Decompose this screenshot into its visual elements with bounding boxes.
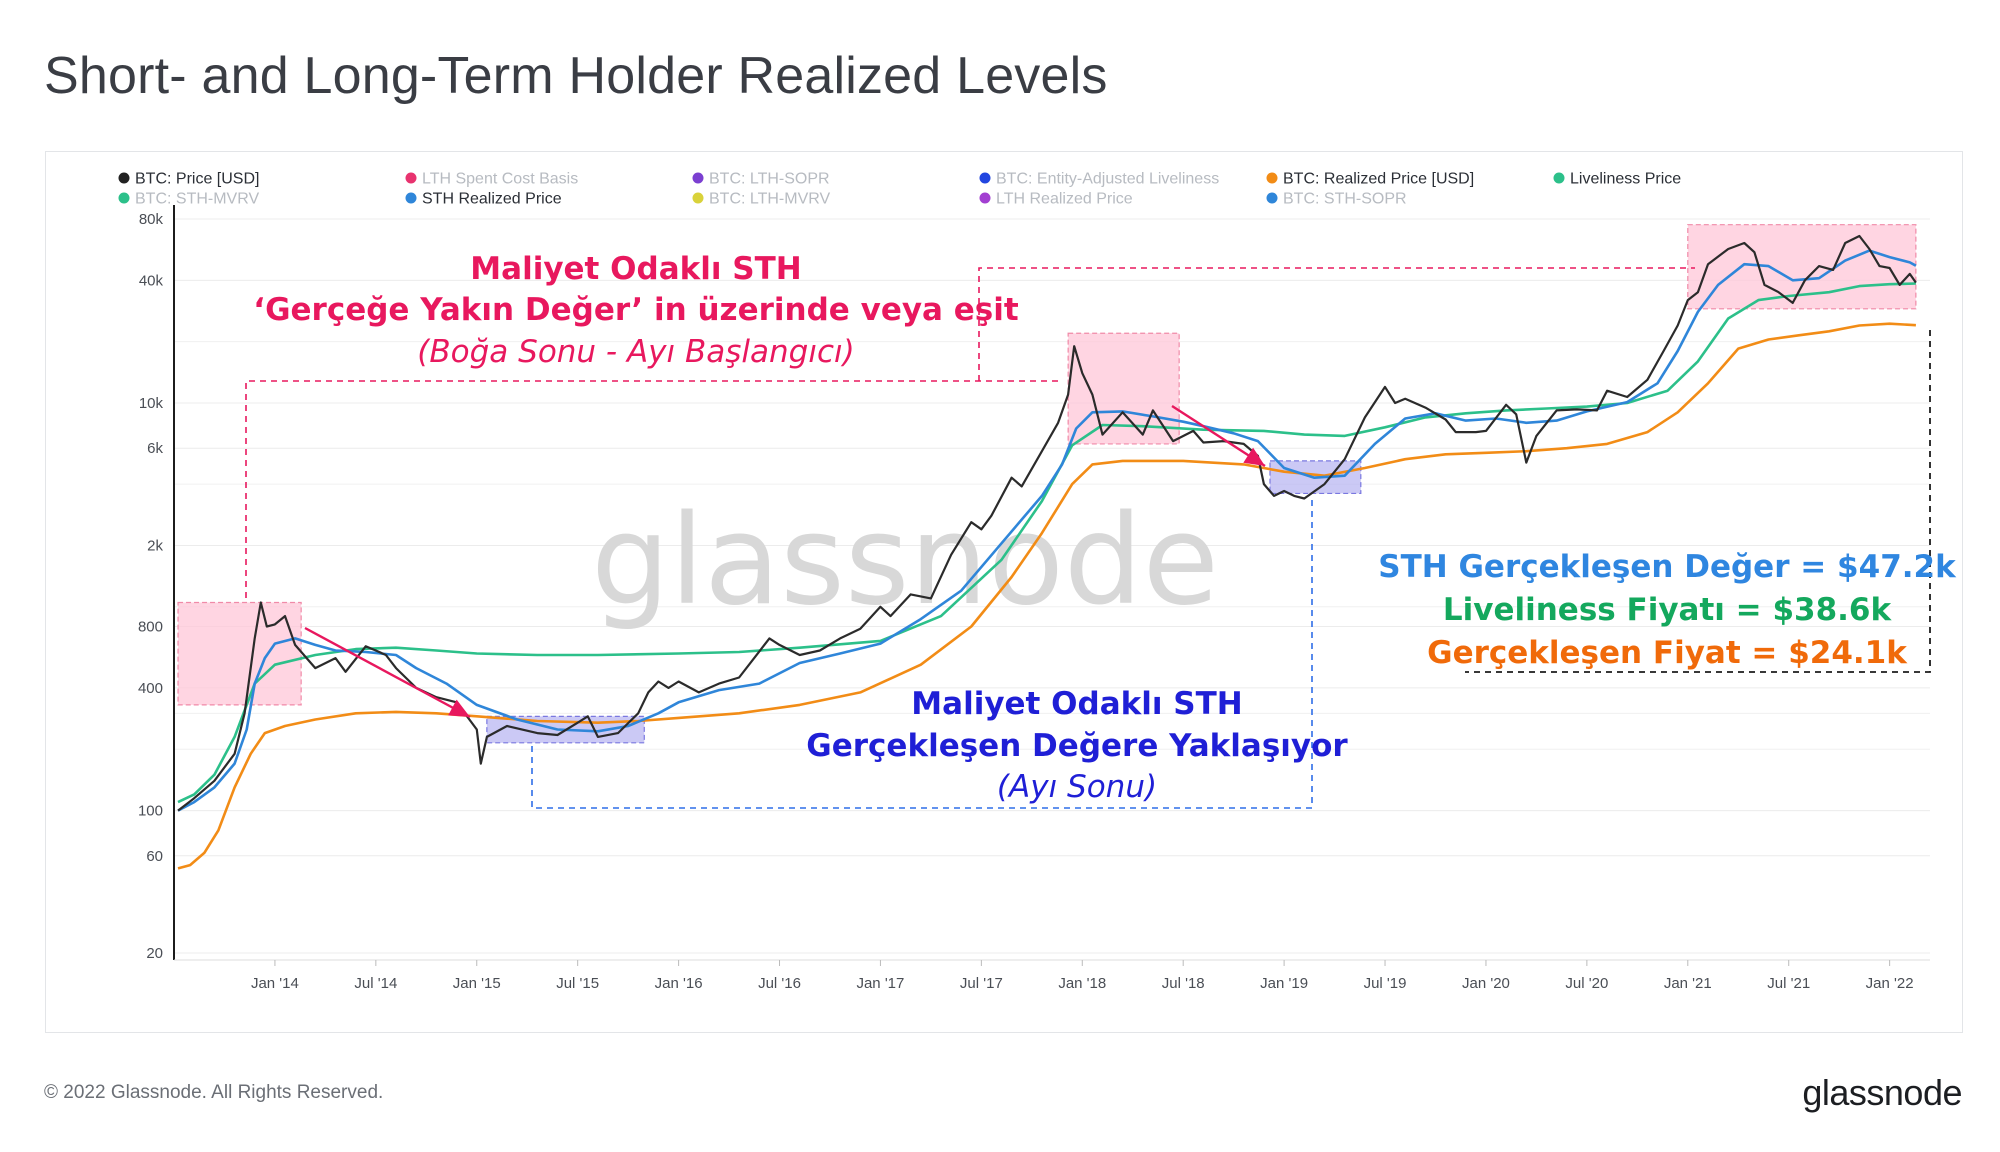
legend-label: BTC: STH-MVRV xyxy=(135,191,259,208)
y-tick-label: 20 xyxy=(146,945,163,962)
y-tick-label: 6k xyxy=(147,440,163,457)
y-tick-label: 80k xyxy=(139,211,164,228)
chart-frame xyxy=(45,151,1963,1033)
x-tick-label: Jan '17 xyxy=(856,975,904,992)
x-tick-label: Jan '20 xyxy=(1462,975,1510,992)
x-tick-label: Jul '21 xyxy=(1767,975,1810,992)
x-tick-label: Jan '22 xyxy=(1866,975,1914,992)
legend-label: Liveliness Price xyxy=(1570,171,1681,188)
x-tick-label: Jan '21 xyxy=(1664,975,1712,992)
x-tick-label: Jul '20 xyxy=(1565,975,1608,992)
legend-marker xyxy=(979,172,991,184)
series-lines xyxy=(177,234,1917,870)
legend-label: LTH Spent Cost Basis xyxy=(422,171,578,188)
sth-value-annotation: STH Gerçekleşen Değer = $47.2k xyxy=(1378,549,1957,585)
y-tick-label: 60 xyxy=(146,848,163,865)
legend-marker xyxy=(405,172,417,184)
legend-marker xyxy=(1266,172,1278,184)
legend-label: BTC: Entity-Adjusted Liveliness xyxy=(996,171,1219,188)
realized-value-annotation: Gerçekleşen Fiyat = $24.1k xyxy=(1427,635,1908,671)
x-tick-label: Jan '19 xyxy=(1260,975,1308,992)
x-tick-label: Jul '15 xyxy=(556,975,599,992)
y-tick-label: 100 xyxy=(138,803,163,820)
x-tick-label: Jul '14 xyxy=(354,975,397,992)
x-tick-label: Jul '19 xyxy=(1364,975,1407,992)
x-tick-label: Jul '18 xyxy=(1162,975,1205,992)
series-line-0 xyxy=(177,234,1917,812)
legend-label: BTC: LTH-SOPR xyxy=(709,171,830,188)
legend-marker xyxy=(1553,172,1565,184)
guide-lines xyxy=(245,267,1931,809)
top-annotation-line2: ‘Gerçeğe Yakın Değer’ in üzerinde veya e… xyxy=(253,292,1019,328)
bottom-annotation-line3: (Ayı Sonu) xyxy=(997,769,1157,805)
legend-label: BTC: LTH-MVRV xyxy=(709,191,831,208)
glassnode-logo: glassnode xyxy=(1802,1072,1962,1113)
x-tick-label: Jul '17 xyxy=(960,975,1003,992)
guide-top-left xyxy=(245,380,1060,598)
legend-label: BTC: Realized Price [USD] xyxy=(1283,171,1474,188)
liveliness-value-annotation: Liveliness Fiyatı = $38.6k xyxy=(1443,592,1893,628)
guide-top-right xyxy=(978,267,1695,381)
watermark-text: glassnode xyxy=(591,489,1219,633)
legend-marker xyxy=(118,172,130,184)
y-tick-label: 2k xyxy=(147,537,163,554)
page-title: Short- and Long-Term Holder Realized Lev… xyxy=(44,47,1108,105)
legend-label: LTH Realized Price xyxy=(996,191,1133,208)
y-tick-label: 400 xyxy=(138,680,163,697)
arrow-2014-head xyxy=(448,699,470,717)
arrow-2018-head xyxy=(1243,447,1265,466)
y-tick-label: 10k xyxy=(139,395,164,412)
legend-marker xyxy=(405,192,417,204)
legend-marker xyxy=(1266,192,1278,204)
legend-label: BTC: Price [USD] xyxy=(135,171,259,188)
series-line-1 xyxy=(177,249,1917,812)
x-tick-label: Jul '16 xyxy=(758,975,801,992)
series-line-3 xyxy=(177,322,1916,870)
series-line-2 xyxy=(177,282,1916,804)
y-tick-label: 40k xyxy=(139,272,164,289)
legend: BTC: Price [USD] LTH Spent Cost Basis BTC:… xyxy=(118,171,1681,208)
legend-marker xyxy=(692,172,704,184)
grid-lines xyxy=(174,218,1930,954)
annotations: Maliyet Odaklı STH ‘Gerçeğe Yakın Değer’… xyxy=(253,251,1957,805)
bottom-annotation-line2: Gerçekleşen Değere Yaklaşıyor xyxy=(806,728,1348,764)
x-tick-label: Jan '15 xyxy=(453,975,501,992)
legend-marker xyxy=(118,192,130,204)
guide-right-values xyxy=(1465,330,1931,673)
axes: 80k 40k 10k 6k 2k 800 400 100 60 20 Jan '14 Jul '14… xyxy=(138,205,1930,992)
legend-marker xyxy=(692,192,704,204)
top-annotation-line1: Maliyet Odaklı STH xyxy=(470,251,801,287)
x-tick-label: Jan '14 xyxy=(251,975,299,992)
legend-label: BTC: STH-SOPR xyxy=(1283,191,1407,208)
x-tick-label: Jan '18 xyxy=(1058,975,1106,992)
guide-bottom xyxy=(531,497,1313,809)
legend-marker xyxy=(979,192,991,204)
legend-label: STH Realized Price xyxy=(422,191,562,208)
x-tick-label: Jan '16 xyxy=(655,975,703,992)
top-annotation-line3: (Boğa Sonu - Ayı Başlangıcı) xyxy=(417,334,854,370)
arrow-2014-shaft xyxy=(304,626,471,719)
y-tick-label: 800 xyxy=(138,619,163,636)
bottom-annotation-line1: Maliyet Odaklı STH xyxy=(911,686,1242,722)
copyright-text: © 2022 Glassnode. All Rights Reserved. xyxy=(44,1082,384,1103)
